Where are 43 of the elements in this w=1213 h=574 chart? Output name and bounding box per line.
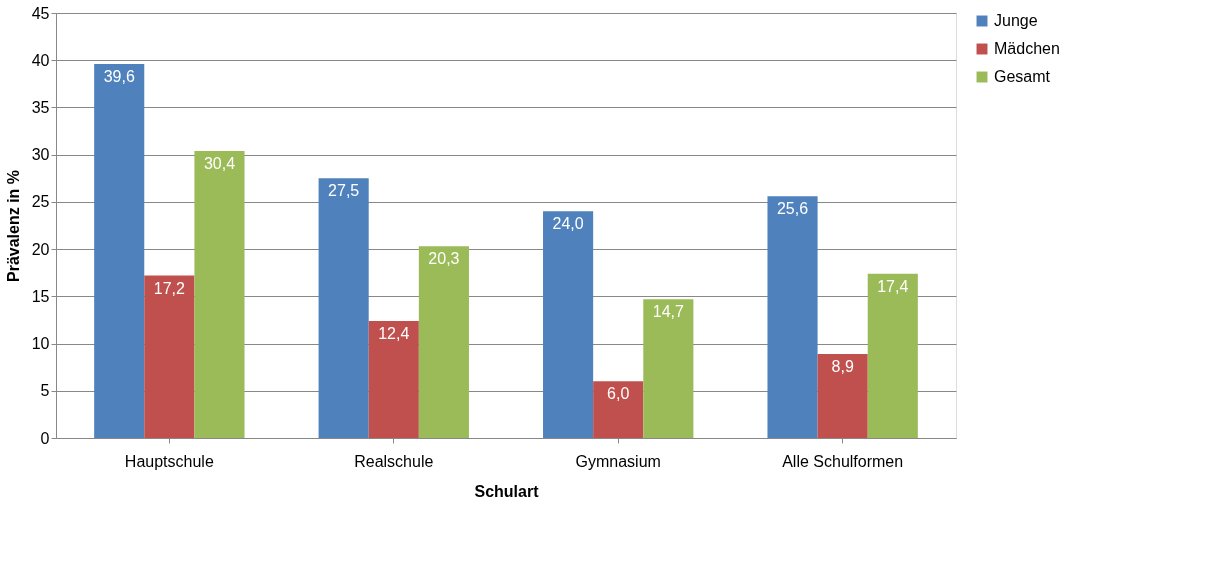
- bar: [593, 381, 644, 438]
- y-tick-label: 40: [31, 51, 50, 69]
- data-label: 12,4: [378, 324, 410, 342]
- bar: [767, 196, 818, 438]
- y-tick-label: 35: [31, 98, 50, 116]
- bar: [144, 275, 195, 438]
- bar: [817, 353, 868, 438]
- data-label: 39,6: [103, 68, 135, 85]
- data-label: 14,7: [652, 303, 685, 321]
- y-axis-title: Prävalenz in %: [4, 169, 22, 283]
- y-tick-label: 0: [40, 429, 50, 447]
- y-tick-label: 5: [40, 382, 50, 400]
- y-tick-label: 10: [31, 335, 50, 353]
- x-axis-title: Schulart: [474, 482, 540, 500]
- x-tick-label: Realschule: [354, 452, 434, 470]
- x-tick-label: Gymnasium: [575, 452, 661, 470]
- bar: [867, 273, 918, 438]
- data-label: 24,0: [552, 215, 584, 233]
- x-tick-label: Hauptschule: [124, 452, 214, 470]
- data-label: 25,6: [776, 200, 809, 218]
- y-tick-label: 30: [31, 146, 50, 164]
- bar: [94, 64, 145, 438]
- y-tick-label: 45: [31, 4, 50, 22]
- bar: [318, 178, 369, 438]
- data-label: 8,9: [831, 357, 854, 375]
- legend-label: Junge: [994, 12, 1038, 29]
- bar: [643, 299, 694, 438]
- legend-label: Gesamt: [994, 68, 1051, 85]
- y-tick-label: 25: [31, 193, 50, 211]
- legend-label: Mädchen: [994, 40, 1060, 57]
- y-tick-label: 20: [31, 240, 50, 258]
- data-label: 20,3: [428, 250, 460, 268]
- bar: [368, 320, 419, 438]
- bar: [543, 211, 594, 438]
- x-tick-label: Alle Schulformen: [782, 452, 904, 470]
- bar: [194, 150, 245, 438]
- data-label: 17,2: [153, 279, 186, 297]
- data-label: 27,5: [328, 182, 360, 200]
- data-label: 30,4: [203, 154, 236, 172]
- data-label: 6,0: [607, 385, 630, 403]
- bar: [418, 246, 469, 438]
- data-label: 17,4: [877, 277, 909, 295]
- y-tick-label: 15: [31, 287, 50, 305]
